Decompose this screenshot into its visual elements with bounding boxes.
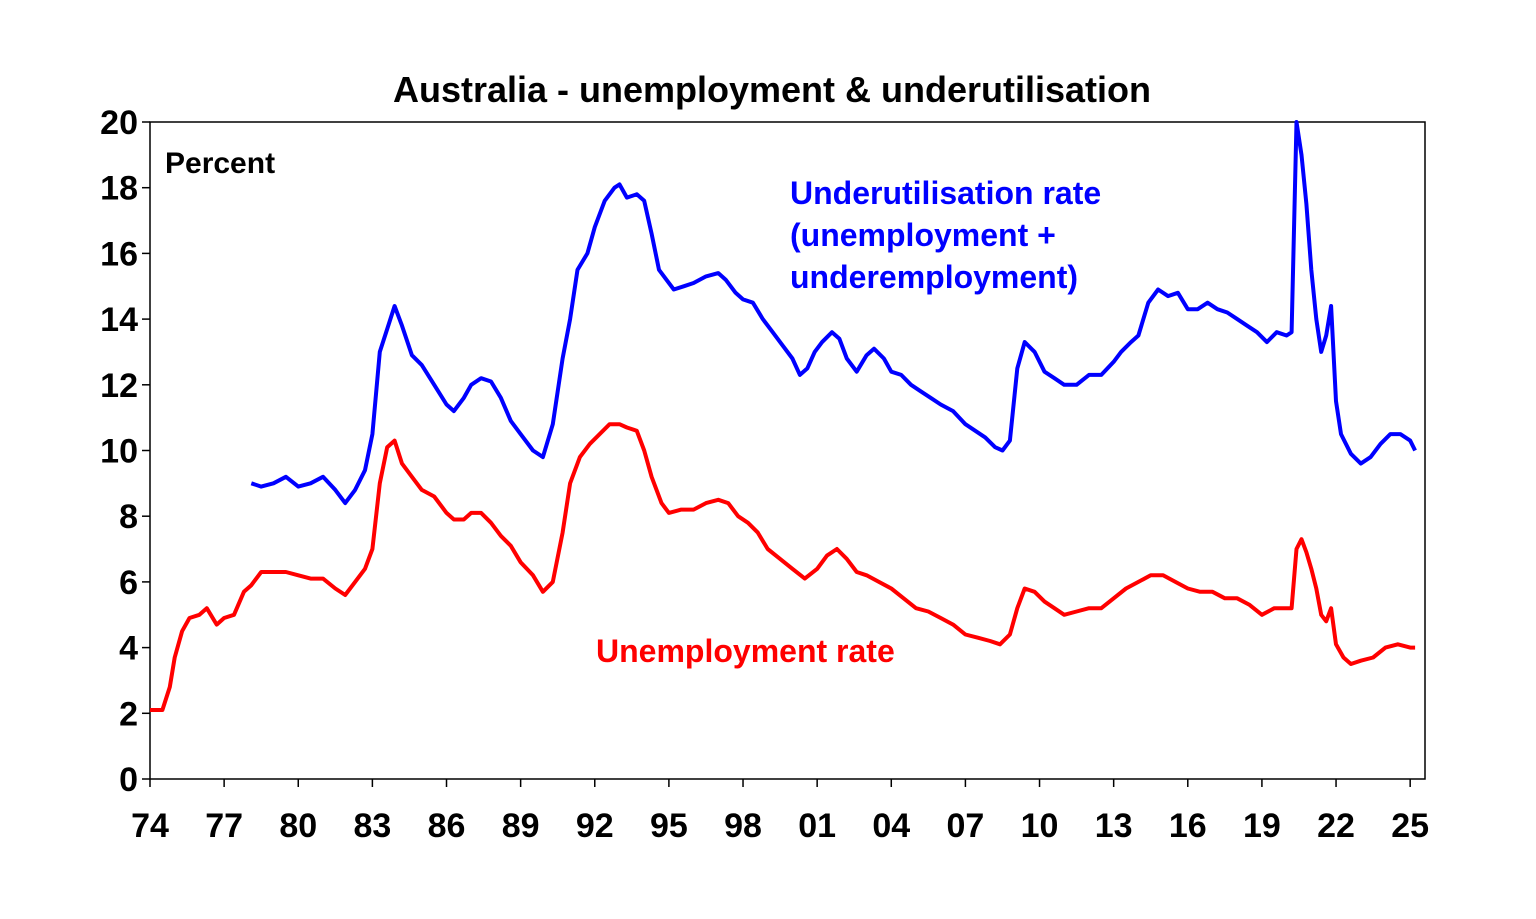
x-tick-label: 77 bbox=[205, 807, 243, 845]
y-axis: 0 2 4 6 8 10 12 14 16 18 20 bbox=[100, 104, 150, 799]
y-tick-label: 12 bbox=[100, 367, 138, 405]
y-tick-label: 16 bbox=[100, 235, 138, 273]
y-tick-label: 0 bbox=[119, 761, 138, 799]
unit-label: Percent bbox=[165, 147, 275, 180]
underutilisation-label: underemployment) bbox=[790, 259, 1078, 295]
y-tick-label: 8 bbox=[119, 498, 138, 536]
x-tick-label: 80 bbox=[279, 807, 317, 845]
x-tick-label: 83 bbox=[353, 807, 391, 845]
underutilisation-label: Underutilisation rate bbox=[790, 175, 1101, 211]
y-tick-label: 2 bbox=[119, 695, 138, 733]
x-tick-label: 10 bbox=[1021, 807, 1059, 845]
x-tick-label: 86 bbox=[428, 807, 466, 845]
x-tick-label: 13 bbox=[1095, 807, 1133, 845]
x-tick-label: 16 bbox=[1169, 807, 1207, 845]
x-tick-label: 19 bbox=[1243, 807, 1281, 845]
x-tick-label: 01 bbox=[798, 807, 836, 845]
x-tick-label: 04 bbox=[872, 807, 910, 845]
x-tick-label: 98 bbox=[724, 807, 762, 845]
x-tick-label: 25 bbox=[1391, 807, 1429, 845]
y-tick-label: 20 bbox=[100, 104, 138, 142]
series-labels: Underutilisation rate (unemployment + unde… bbox=[596, 175, 1101, 669]
x-tick-label: 95 bbox=[650, 807, 688, 845]
y-tick-label: 6 bbox=[119, 564, 138, 602]
underutilisation-label: (unemployment + bbox=[790, 217, 1056, 253]
unemployment-label: Unemployment rate bbox=[596, 633, 895, 669]
x-tick-label: 92 bbox=[576, 807, 614, 845]
x-tick-label: 22 bbox=[1317, 807, 1355, 845]
y-tick-label: 14 bbox=[100, 301, 138, 339]
plot-frame bbox=[149, 121, 1426, 780]
x-tick-label: 07 bbox=[946, 807, 984, 845]
chart-title: Australia - unemployment & underutilisat… bbox=[393, 69, 1151, 110]
y-tick-label: 10 bbox=[100, 433, 138, 471]
underutilisation-line bbox=[250, 120, 1417, 506]
series-lines bbox=[150, 120, 1417, 712]
y-tick-label: 4 bbox=[119, 630, 138, 668]
x-axis: 74 77 80 83 86 89 92 95 98 01 04 07 10 13 16 19 22 25 bbox=[131, 779, 1429, 845]
y-tick-label: 18 bbox=[100, 170, 138, 208]
unemployment-line bbox=[150, 422, 1416, 712]
x-tick-label: 74 bbox=[131, 807, 169, 845]
x-tick-label: 89 bbox=[502, 807, 540, 845]
